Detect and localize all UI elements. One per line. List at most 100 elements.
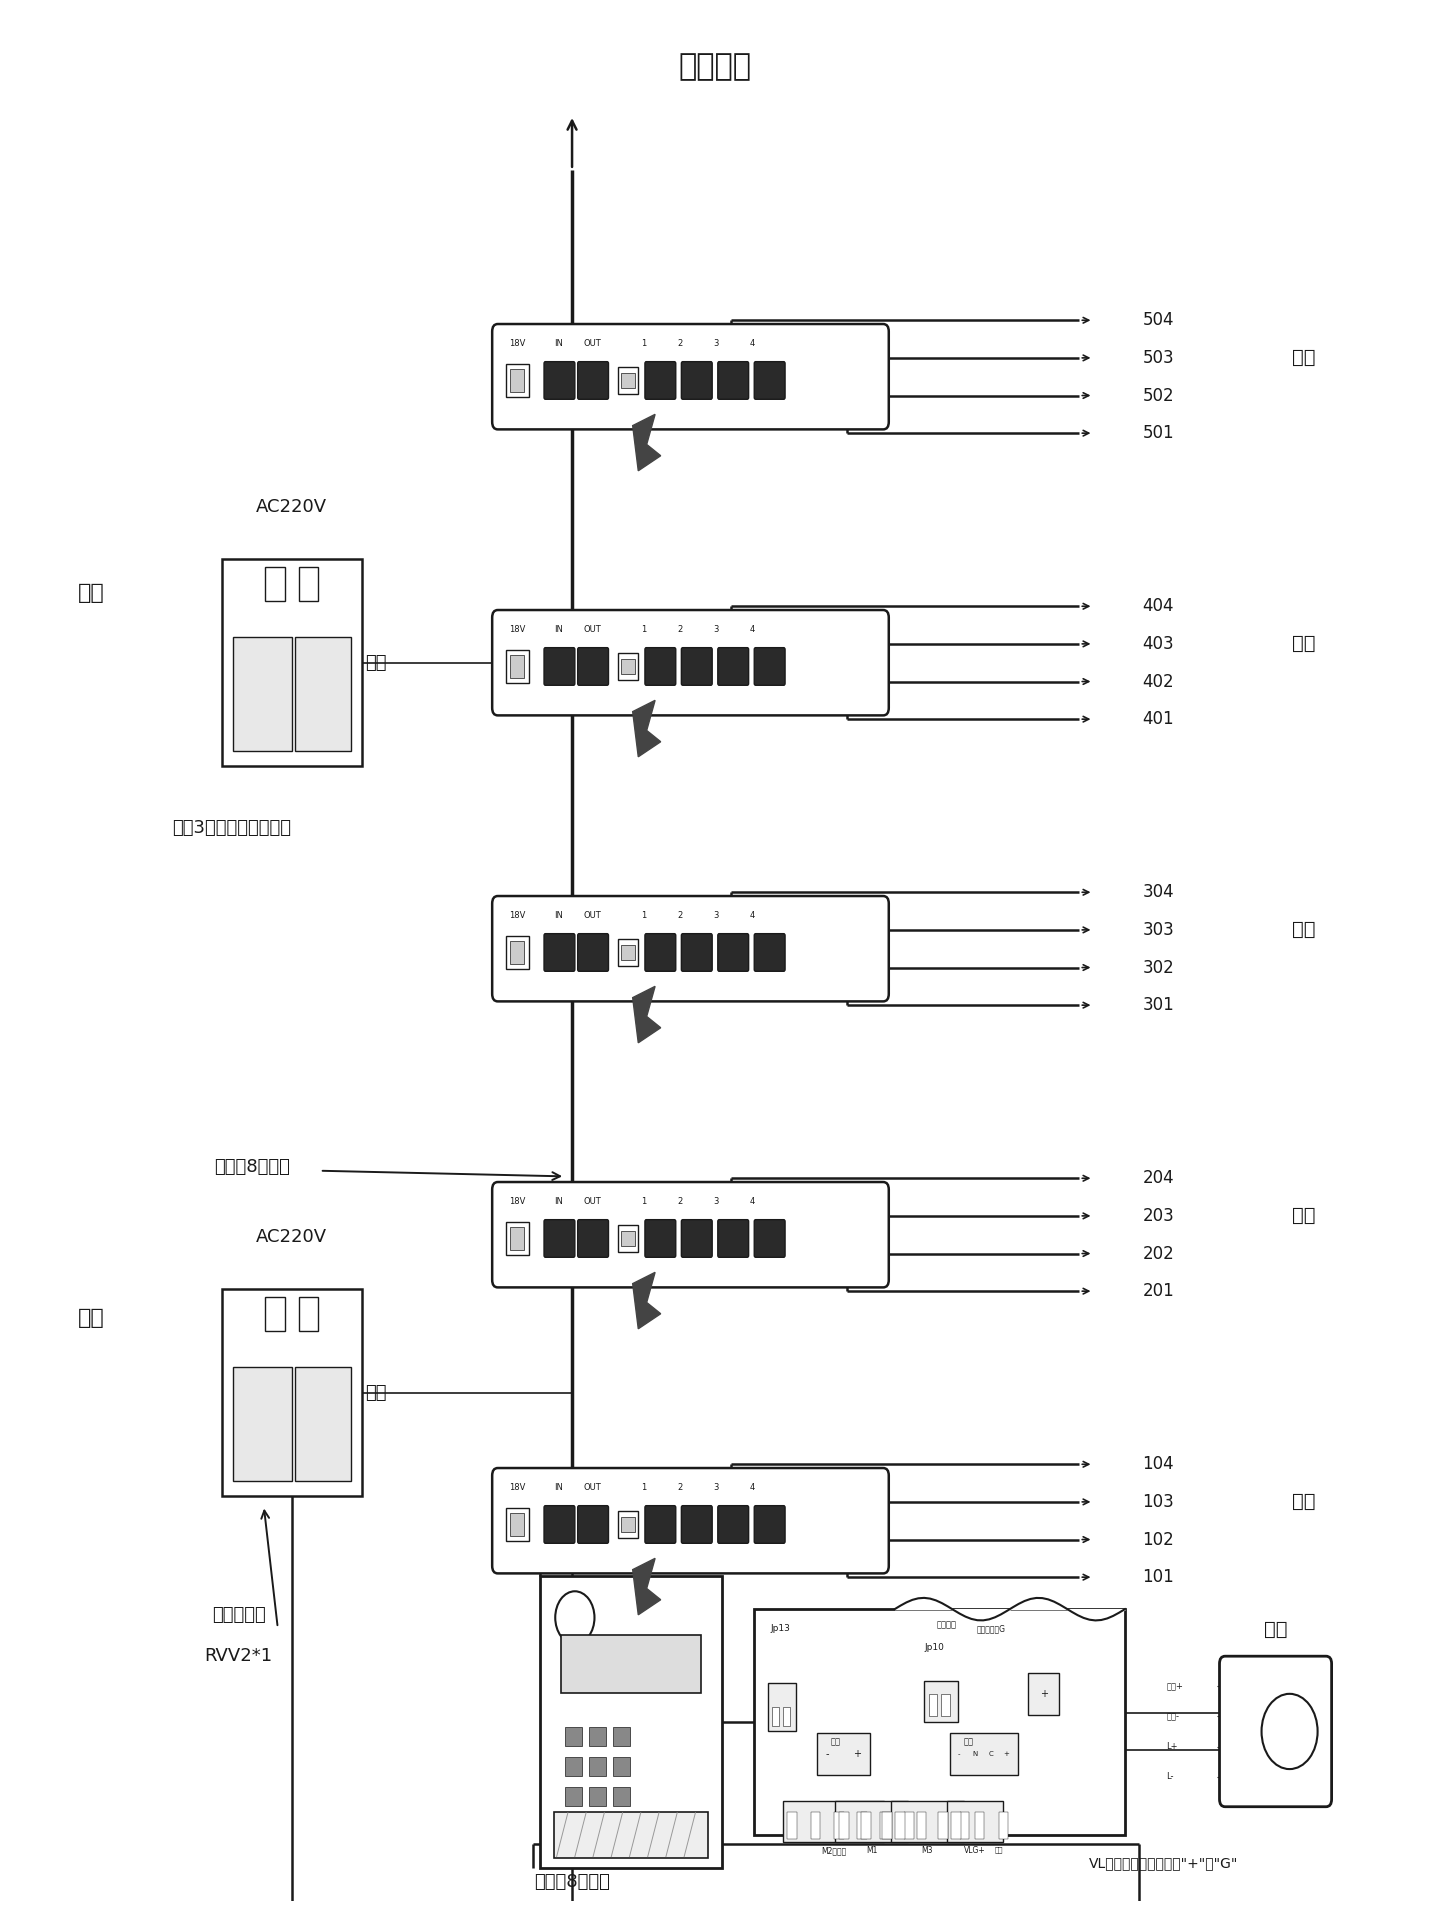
FancyBboxPatch shape [492,1183,889,1288]
Text: 503: 503 [1143,349,1174,367]
Text: 3: 3 [714,1196,719,1206]
Bar [265,1296,285,1331]
Bar [511,369,525,392]
Text: 402: 402 [1143,672,1174,691]
Bar [511,1513,525,1536]
Text: 4: 4 [749,1196,755,1206]
Bar [299,1296,319,1331]
Text: +: + [854,1749,861,1759]
Text: 303: 303 [1143,922,1174,939]
Bar [947,1801,1002,1843]
Bar [506,1221,529,1256]
FancyBboxPatch shape [754,1505,785,1544]
Bar [917,1812,927,1839]
Bar [506,1507,529,1542]
Text: N: N [972,1751,978,1757]
Bar [784,1801,884,1843]
Text: 104: 104 [1143,1455,1174,1473]
Text: 1: 1 [641,1196,646,1206]
Bar [834,1812,844,1839]
FancyBboxPatch shape [754,647,785,685]
Bar [506,363,529,397]
Text: 3: 3 [714,912,719,920]
Bar [618,939,638,966]
Bar [882,1812,892,1839]
Text: C: C [988,1751,992,1757]
Text: M1: M1 [867,1847,878,1855]
Bar [233,637,292,751]
Text: 一楼: 一楼 [79,1308,104,1327]
Bar [621,945,635,960]
Bar [618,367,638,394]
FancyBboxPatch shape [492,897,889,1002]
Polygon shape [632,701,661,756]
Bar [941,1693,950,1716]
Bar [506,649,529,684]
Text: 下一楼层: 下一楼层 [678,52,752,81]
Text: 403: 403 [1143,636,1174,653]
Text: 4: 4 [749,1482,755,1492]
Text: 203: 203 [1143,1208,1174,1225]
Bar [589,1728,606,1745]
Text: L-: L- [1167,1772,1174,1782]
Bar [817,1734,869,1774]
Text: 101: 101 [1143,1569,1174,1586]
Text: IN: IN [553,1196,563,1206]
Text: 电锁: 电锁 [964,1738,974,1745]
Text: 18V: 18V [509,626,525,634]
Text: 18V: 18V [509,912,525,920]
Text: 304: 304 [1143,883,1174,900]
Bar [891,1801,964,1843]
Text: OUT: OUT [583,1482,601,1492]
Bar [975,1812,984,1839]
Text: M2室内机: M2室内机 [821,1847,847,1855]
FancyBboxPatch shape [718,933,749,972]
Text: IN: IN [553,1482,563,1492]
Text: 磁力锁电源G: 磁力锁电源G [977,1624,1005,1634]
Text: 18V: 18V [509,340,525,348]
FancyBboxPatch shape [681,361,712,399]
Text: 两芯电源线: 两芯电源线 [212,1605,266,1624]
Text: 3: 3 [714,340,719,348]
Text: +: + [1040,1690,1048,1699]
FancyBboxPatch shape [718,647,749,685]
Text: VLG+: VLG+ [964,1847,985,1855]
Bar [295,637,350,751]
FancyBboxPatch shape [492,611,889,716]
FancyBboxPatch shape [578,1505,609,1544]
Text: 102: 102 [1143,1530,1174,1549]
Bar [857,1812,867,1839]
FancyBboxPatch shape [754,1219,785,1258]
Text: OUT: OUT [583,626,601,634]
FancyBboxPatch shape [754,933,785,972]
Text: 每隔3层楼放置一个电源: 每隔3层楼放置一个电源 [172,820,292,837]
FancyBboxPatch shape [492,324,889,430]
Text: 1: 1 [641,340,646,348]
Bar [612,1757,629,1776]
Text: 501: 501 [1143,424,1174,442]
Text: 2: 2 [678,626,682,634]
FancyBboxPatch shape [543,647,575,685]
Text: 超五类8芯网线: 超五类8芯网线 [535,1874,611,1891]
Bar [565,1728,582,1745]
FancyBboxPatch shape [578,1219,609,1258]
Text: 三楼: 三楼 [1291,920,1316,939]
FancyBboxPatch shape [681,1219,712,1258]
Text: 2: 2 [678,340,682,348]
Text: Jp13: Jp13 [771,1624,791,1634]
FancyBboxPatch shape [645,647,676,685]
Text: 1: 1 [641,1482,646,1492]
Text: 四楼: 四楼 [79,584,104,603]
Bar [618,1225,638,1252]
Text: 2: 2 [678,912,682,920]
Bar [511,941,525,964]
Text: 2: 2 [678,1196,682,1206]
Text: 2: 2 [678,1482,682,1492]
Bar [938,1812,948,1839]
Polygon shape [632,415,661,470]
FancyBboxPatch shape [1220,1657,1331,1807]
Bar [928,1693,937,1716]
FancyBboxPatch shape [681,1505,712,1544]
FancyBboxPatch shape [492,1469,889,1572]
Bar [835,1801,908,1843]
